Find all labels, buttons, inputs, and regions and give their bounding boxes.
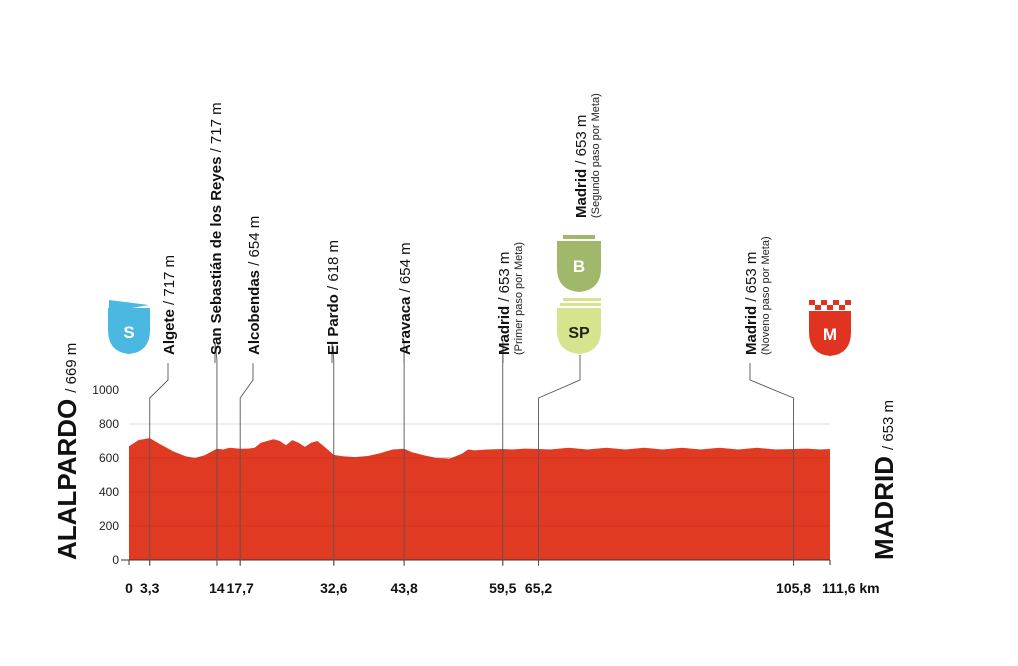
finish-badge-label: M — [823, 325, 837, 344]
finish-checker-cell — [809, 300, 815, 305]
x-tick-label: 0 — [125, 580, 133, 596]
finish-checker-cell — [845, 300, 851, 305]
waypoint-altitude: / 717 m — [161, 255, 178, 309]
waypoint-labels: Algete / 717 m San Sebastián de los Reyes… — [161, 93, 772, 355]
leader-line — [214, 341, 218, 566]
waypoint-town: Alcobendas — [246, 270, 263, 355]
waypoint-altitude: / 653 m — [573, 115, 590, 169]
start-town-label-altitude: / 669 m — [63, 343, 80, 393]
waypoint-label: Madrid / 653 m (Noveno paso por Meta) — [743, 236, 772, 355]
waypoint-town: El Pardo — [325, 294, 342, 355]
waypoint-name: Aravaca / 654 m — [397, 242, 414, 355]
bonus-shield-icon — [557, 241, 601, 292]
bonus-tab — [563, 235, 595, 239]
waypoint-town: Madrid — [496, 306, 513, 355]
start-badge: S — [108, 300, 150, 354]
waypoint-altitude: / 654 m — [397, 242, 414, 296]
waypoint-name: Madrid / 653 m — [743, 252, 760, 355]
waypoint-label: Madrid / 653 m (Primer paso por Meta) — [496, 242, 525, 355]
leader-line — [149, 363, 169, 566]
leader-line — [331, 341, 335, 566]
waypoint-name: San Sebastián de los Reyes / 717 m — [208, 102, 225, 355]
waypoint-name: Madrid / 653 m — [573, 115, 590, 218]
sprint-stack-line — [560, 303, 601, 306]
waypoint-altitude: / 618 m — [325, 240, 342, 294]
waypoint-label: Algete / 717 m — [161, 255, 178, 355]
y-tick-label: 800 — [99, 417, 119, 431]
sprint-badge-group: B SP — [557, 235, 601, 354]
leader-line — [538, 355, 581, 566]
profile-area — [129, 438, 830, 560]
x-tick-label: 17,7 — [227, 580, 254, 596]
finish-town-label-town: MADRID — [869, 456, 899, 560]
sprint-shield-icon — [557, 308, 601, 354]
y-axis-ticks: 0 200 400 600 800 1000 — [92, 383, 119, 567]
finish-checker-cell — [827, 305, 833, 310]
waypoint-town: Madrid — [573, 169, 590, 218]
waypoint-altitude: / 653 m — [743, 252, 760, 306]
x-tick-label: 32,6 — [320, 580, 347, 596]
waypoint-note: (Primer paso por Meta) — [513, 242, 525, 355]
leader-line — [749, 363, 795, 566]
finish-town-label-altitude: / 653 m — [880, 400, 897, 450]
waypoint-town: San Sebastián de los Reyes — [208, 157, 225, 355]
waypoint-leader-lines — [149, 341, 795, 566]
waypoint-label: El Pardo / 618 m — [325, 240, 342, 355]
finish-shield-icon — [809, 311, 851, 356]
waypoint-label: Madrid / 653 m (Segundo paso por Meta) — [573, 93, 602, 218]
finish-town-label-text: MADRID / 653 m — [869, 400, 899, 560]
finish-town-label: MADRID / 653 m — [869, 400, 899, 560]
waypoint-name: Alcobendas / 654 m — [246, 216, 263, 355]
y-tick-label: 200 — [99, 519, 119, 533]
x-tick-label: 14 — [209, 580, 225, 596]
start-town-label-text: ALALPARDO / 669 m — [52, 343, 82, 560]
y-tick-label: 0 — [112, 553, 119, 567]
start-town-label-town: ALALPARDO — [52, 399, 82, 560]
stage-badges: S M B SP — [108, 235, 851, 356]
x-tick-label: 65,2 — [525, 580, 552, 596]
start-shield-icon — [108, 308, 150, 354]
finish-checker-cell — [833, 300, 839, 305]
waypoint-name: Algete / 717 m — [161, 255, 178, 355]
waypoint-note: (Segundo paso por Meta) — [590, 93, 602, 218]
finish-checker-cell — [839, 305, 845, 310]
waypoint-label: San Sebastián de los Reyes / 717 m — [208, 102, 225, 355]
waypoint-altitude: / 653 m — [496, 252, 513, 306]
bonus-badge-label: B — [573, 257, 585, 276]
start-finish-labels: ALALPARDO / 669 m MADRID / 653 m — [52, 343, 899, 560]
waypoint-town: Madrid — [743, 306, 760, 355]
finish-checker-cell — [815, 305, 821, 310]
waypoint-label: Aravaca / 654 m — [397, 242, 414, 355]
leader-line — [239, 363, 254, 566]
y-tick-label: 600 — [99, 451, 119, 465]
profile-area-layer — [121, 438, 830, 561]
y-tick-label: 1000 — [92, 383, 119, 397]
x-tick-label: 43,8 — [390, 580, 417, 596]
waypoint-altitude: / 654 m — [246, 216, 263, 270]
x-tick-label: 111,6 km — [822, 580, 880, 596]
x-tick-label: 3,3 — [140, 580, 160, 596]
finish-badge: M — [809, 300, 851, 356]
sprint-stack-line — [563, 298, 601, 301]
waypoint-note: (Noveno paso por Meta) — [760, 236, 772, 355]
waypoint-name: El Pardo / 618 m — [325, 240, 342, 355]
x-tick-label: 59,5 — [489, 580, 516, 596]
sprint-badge-label: SP — [568, 325, 590, 342]
waypoint-town: Aravaca — [397, 296, 414, 355]
start-badge-label: S — [123, 323, 134, 342]
waypoint-name: Madrid / 653 m — [496, 252, 513, 355]
waypoint-town: Algete — [161, 309, 178, 355]
start-town-label: ALALPARDO / 669 m — [52, 343, 82, 560]
waypoint-altitude: / 717 m — [208, 102, 225, 156]
y-tick-label: 400 — [99, 485, 119, 499]
x-tick-label: 105,8 — [776, 580, 811, 596]
waypoint-label: Alcobendas / 654 m — [246, 216, 263, 355]
finish-checker-cell — [821, 300, 827, 305]
